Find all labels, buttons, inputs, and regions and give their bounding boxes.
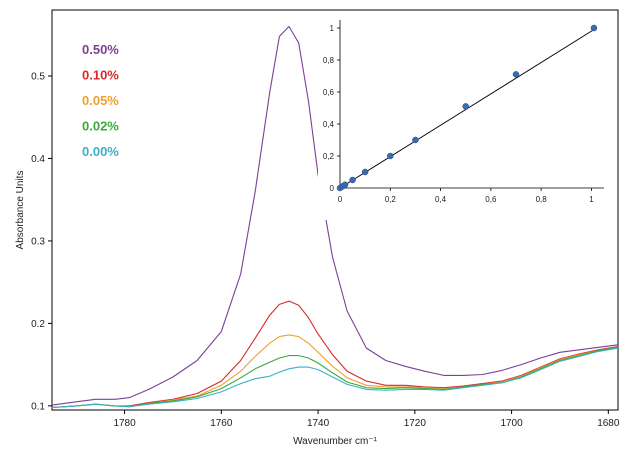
series-line-0.02% [51, 346, 619, 409]
legend-entry: 0.10% [82, 68, 119, 83]
y-tick-label: 0.3 [31, 236, 45, 247]
inset-y-tick-label: 0 [330, 184, 335, 193]
y-tick-label: 0.4 [31, 154, 45, 165]
y-axis-ticks: 0.1 0.2 0.3 0.4 0.5 [31, 71, 52, 412]
inset-data-point [512, 71, 520, 78]
series-line-0.05% [51, 334, 619, 409]
inset-axes [339, 20, 604, 189]
legend-entry: 0.50% [82, 42, 119, 57]
x-tick-label: 1740 [307, 418, 330, 429]
inset-data-point [590, 24, 598, 32]
y-tick-label: 0.1 [31, 401, 45, 412]
inset-y-tick-label: 0,8 [323, 56, 335, 65]
x-tick-label: 1720 [404, 418, 427, 429]
inset-data-point [361, 168, 369, 176]
inset-x-axis-ticks: 0 0,2 0,4 0,6 0,8 1 [338, 188, 594, 204]
inset-background [318, 14, 612, 220]
inset-data-point [387, 152, 394, 160]
y-tick-label: 0.2 [31, 319, 45, 330]
inset-y-tick-label: 0,2 [323, 152, 335, 161]
main-plot-frame [51, 9, 619, 411]
inset-x-tick-label: 0,4 [435, 195, 447, 204]
series-line-0.00% [51, 347, 619, 409]
x-tick-label: 1680 [597, 418, 620, 429]
inset-x-tick-label: 0,6 [485, 195, 497, 204]
inset-y-tick-label: 0,4 [323, 120, 335, 129]
inset-data-point [349, 176, 356, 184]
x-axis-ticks: 1780 1760 1740 1720 1700 1680 [113, 410, 620, 429]
inset-data-point [412, 136, 419, 144]
legend-entry: 0.02% [82, 119, 119, 134]
x-tick-label: 1780 [113, 418, 136, 429]
inset-points-group [336, 24, 598, 192]
inset-x-tick-label: 0 [338, 195, 343, 204]
series-line-0.10% [51, 300, 619, 409]
inset-calibration-chart: 0 0,2 0,4 0,6 0,8 1 0 0,2 0,4 0,6 0,8 1 [318, 14, 612, 220]
legend: 0.50% 0.10% 0.05% 0.02% 0.00% [82, 42, 119, 159]
x-tick-label: 1760 [210, 418, 233, 429]
legend-entry: 0.05% [82, 93, 119, 108]
inset-y-tick-label: 0,6 [323, 88, 335, 97]
inset-y-tick-label: 1 [330, 24, 335, 33]
x-tick-label: 1700 [500, 418, 523, 429]
y-axis-title: Absorbance Units [15, 171, 26, 250]
main-chart: 1780 1760 1740 1720 1700 1680 0.1 0.2 0.3 0.4 0.5… [15, 9, 620, 447]
inset-x-tick-label: 1 [589, 195, 594, 204]
legend-entry: 0.00% [82, 144, 119, 159]
y-tick-label: 0.5 [31, 71, 45, 82]
inset-data-point [462, 103, 469, 110]
inset-data-point [341, 181, 349, 189]
inset-x-tick-label: 0,2 [385, 195, 397, 204]
x-axis-title: Wavenumber cm⁻¹ [293, 436, 377, 447]
inset-x-tick-label: 0,8 [536, 195, 548, 204]
